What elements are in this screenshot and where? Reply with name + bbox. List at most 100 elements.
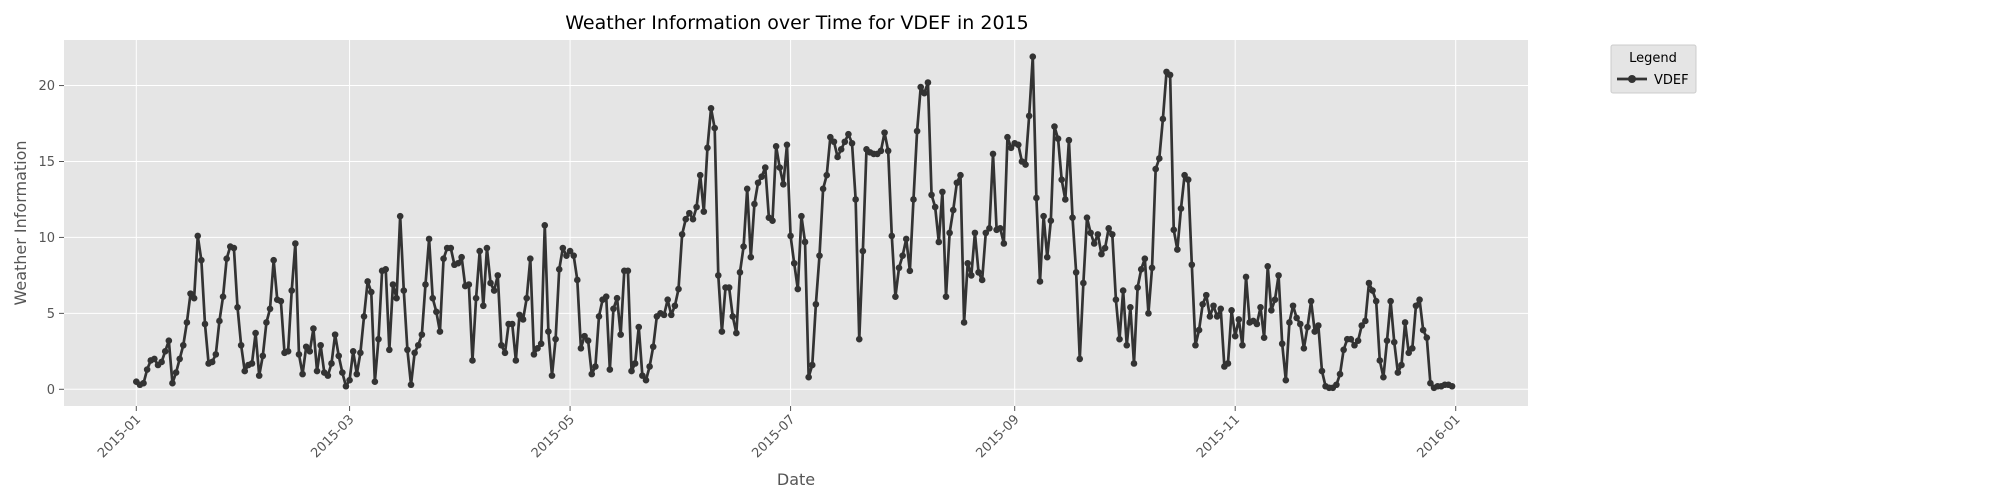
- data-point: [1062, 196, 1069, 203]
- data-point: [602, 293, 610, 300]
- data-point: [1257, 303, 1264, 311]
- data-point: [834, 153, 841, 161]
- data-point: [830, 138, 838, 146]
- data-point: [682, 215, 690, 223]
- data-point: [541, 221, 549, 229]
- data-point: [624, 267, 632, 275]
- data-point: [1448, 382, 1456, 390]
- data-point: [606, 366, 614, 373]
- data-point: [1239, 341, 1246, 349]
- data-point: [530, 351, 538, 358]
- data-point: [1116, 335, 1123, 343]
- data-point: [816, 252, 823, 259]
- data-point: [1362, 317, 1369, 325]
- data-point: [906, 267, 914, 275]
- data-point: [1072, 269, 1080, 276]
- data-point: [1047, 217, 1055, 225]
- data-point: [588, 370, 596, 378]
- x-tick-label: 2015-07: [749, 412, 798, 461]
- data-point: [747, 253, 755, 261]
- data-point: [1210, 302, 1217, 310]
- data-point: [480, 302, 487, 310]
- data-point: [396, 212, 404, 220]
- data-point: [266, 305, 274, 313]
- data-point: [1148, 264, 1156, 272]
- data-point: [837, 146, 845, 153]
- data-point: [1416, 296, 1423, 303]
- data-point: [1094, 231, 1102, 238]
- data-point: [1351, 341, 1358, 349]
- data-point: [939, 188, 946, 196]
- x-tick-label: 2015-09: [974, 412, 1023, 461]
- data-point: [942, 293, 950, 300]
- data-point: [151, 355, 158, 363]
- data-point: [190, 294, 198, 302]
- data-point: [1311, 328, 1319, 335]
- data-point: [577, 344, 585, 352]
- data-point: [660, 311, 668, 319]
- y-gridlines: [64, 85, 1528, 390]
- data-point: [411, 349, 418, 357]
- data-point: [921, 89, 928, 97]
- data-point: [1278, 340, 1286, 348]
- data-point: [208, 358, 216, 366]
- data-point: [852, 196, 859, 203]
- data-point: [805, 373, 812, 381]
- data-point: [595, 313, 603, 320]
- data-point: [1380, 373, 1387, 381]
- data-point: [884, 147, 892, 155]
- data-point: [1217, 305, 1225, 313]
- data-point: [201, 320, 209, 328]
- data-point: [808, 361, 816, 369]
- data-point: [1289, 302, 1297, 310]
- x-tick-label: 2015-01: [95, 412, 144, 461]
- data-point: [241, 367, 249, 375]
- data-point: [469, 357, 476, 364]
- data-point: [675, 285, 682, 293]
- data-point: [194, 232, 202, 240]
- data-point: [1412, 302, 1420, 310]
- data-point: [1127, 303, 1134, 311]
- data-point: [414, 341, 422, 349]
- data-point: [563, 252, 570, 259]
- data-point: [1051, 123, 1058, 130]
- data-point: [628, 367, 635, 375]
- data-point: [913, 127, 921, 135]
- data-point: [360, 313, 368, 320]
- x-tick-label: 2015-11: [1194, 412, 1243, 461]
- data-point: [288, 287, 296, 294]
- x-tick-label: 2015-05: [529, 412, 578, 461]
- data-point: [490, 287, 498, 294]
- data-point: [1275, 272, 1282, 279]
- data-point: [707, 105, 715, 112]
- data-point: [610, 305, 617, 313]
- series-points-vdef: [133, 53, 1456, 392]
- data-point: [790, 259, 798, 267]
- data-point: [1293, 314, 1300, 322]
- data-point: [552, 335, 559, 343]
- data-point: [393, 294, 400, 302]
- data-point: [935, 238, 943, 246]
- data-point: [198, 256, 205, 264]
- data-point: [1090, 240, 1098, 247]
- data-point: [686, 209, 693, 217]
- data-point: [1025, 112, 1033, 120]
- data-point: [219, 293, 227, 300]
- data-point: [1069, 214, 1076, 221]
- y-tick-label: 0: [47, 383, 55, 398]
- y-tick-label: 15: [38, 155, 55, 170]
- data-point: [382, 266, 390, 273]
- data-point: [1192, 341, 1199, 349]
- data-point: [1409, 344, 1416, 352]
- data-point: [559, 244, 567, 252]
- data-point: [729, 313, 737, 320]
- data-point: [284, 348, 292, 355]
- data-point: [523, 294, 530, 302]
- data-point: [404, 346, 411, 354]
- data-point: [216, 317, 223, 325]
- data-point: [1423, 334, 1431, 341]
- data-point: [989, 150, 997, 158]
- data-point: [1109, 231, 1116, 238]
- data-point: [1087, 229, 1094, 237]
